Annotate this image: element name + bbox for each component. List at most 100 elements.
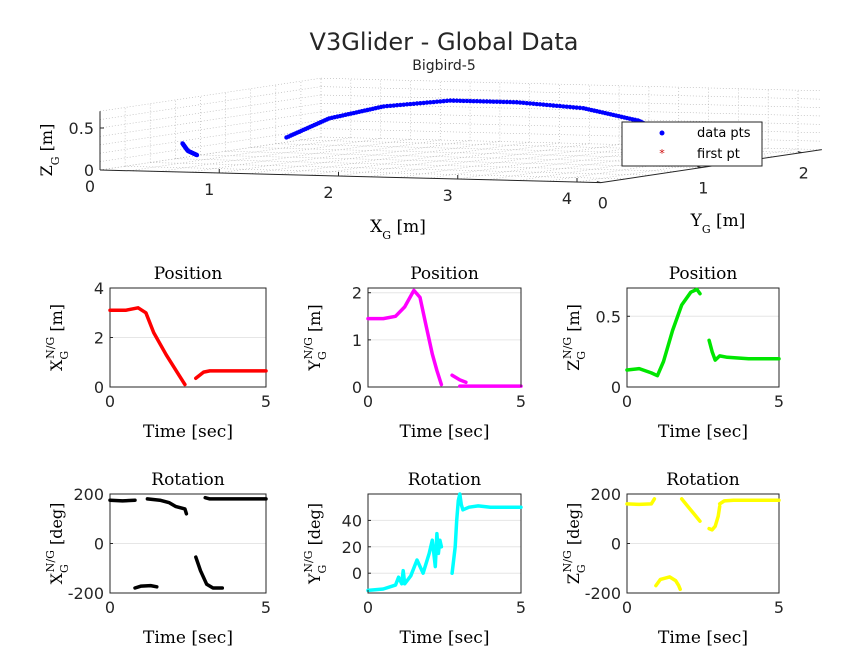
3d-x-axis-label: XG [m]: [370, 217, 426, 242]
3d-data-point: [554, 103, 559, 109]
3d-z-axis-label: ZG [m]: [37, 124, 62, 177]
legend-marker-first-pt: *: [659, 147, 665, 160]
y-tick-label: 0: [352, 378, 362, 397]
3d-data-point: [534, 101, 539, 107]
legend-marker-data-pts: [659, 130, 665, 136]
x-axis-label: Time [sec]: [143, 628, 233, 648]
axes-box: [626, 287, 780, 388]
subplot-title: Rotation: [408, 470, 482, 490]
3d-data-point: [494, 99, 500, 104]
3d-y-axis-label: YG [m]: [690, 211, 746, 236]
3d-data-point: [544, 102, 549, 108]
3d-x-tick-label: 0: [85, 177, 95, 196]
3d-data-point: [388, 103, 393, 109]
x-axis-label: Time [sec]: [400, 628, 490, 648]
y-tick-label: 0.5: [596, 307, 621, 326]
x-tick-label: 5: [516, 598, 526, 617]
3d-data-point: [431, 99, 436, 105]
axes-box: [367, 493, 522, 594]
3d-y-tick-label: 2: [799, 164, 809, 183]
x-tick-label: 0: [363, 392, 373, 411]
3d-data-point: [557, 103, 563, 109]
3d-data-point: [471, 98, 476, 104]
series-line: [108, 306, 187, 387]
y-tick-label: 200: [73, 485, 104, 504]
3d-data-point: [474, 99, 480, 104]
3d-data-point: [438, 99, 443, 104]
y-tick-label: 4: [94, 279, 104, 298]
y-axis-label: ZGN/G [m]: [561, 304, 588, 371]
3d-x-tick-label: 2: [323, 183, 333, 202]
3d-x-tick-label: 3: [443, 186, 453, 205]
subplot-title: Position: [410, 264, 479, 284]
3d-data-point: [501, 99, 506, 105]
3d-data-point: [454, 98, 460, 103]
series-line: [654, 575, 682, 592]
3d-z-tick-label: 0.5: [69, 119, 94, 138]
3d-data-point: [381, 104, 386, 109]
3d-data-point: [461, 98, 466, 104]
x-axis-label: Time [sec]: [658, 628, 748, 648]
3d-data-point: [428, 100, 433, 105]
series-line: [145, 497, 189, 516]
series-line: [133, 583, 159, 590]
3d-data-point: [541, 102, 546, 107]
y-axis-label: YGN/G [deg]: [302, 503, 329, 585]
x-tick-label: 5: [261, 392, 271, 411]
axes-box: [367, 287, 522, 388]
y-tick-label: -200: [585, 584, 621, 603]
legend-entry-data-pts: data pts: [697, 126, 751, 141]
series-line: [450, 373, 468, 385]
y-tick-label: 2: [94, 329, 104, 348]
series-line: [717, 498, 781, 506]
x-tick-label: 0: [363, 598, 373, 617]
series-line: [707, 504, 722, 532]
legend[interactable]: data pts * first pt: [621, 121, 763, 167]
3d-data-point: [478, 99, 483, 104]
3d-data-point: [424, 100, 430, 105]
3d-data-point: [484, 99, 490, 104]
3d-data-point: [441, 98, 446, 104]
legend-entry-first-pt: first pt: [697, 147, 740, 162]
3d-data-point: [384, 103, 390, 109]
y-tick-label: 20: [342, 538, 362, 557]
x-tick-label: 5: [774, 392, 784, 411]
3d-data-point: [531, 101, 536, 106]
y-tick-label: 0: [352, 564, 362, 583]
3d-data-point: [564, 104, 569, 109]
3d-y-tick-label: 0: [598, 194, 608, 213]
3d-data-point: [448, 98, 453, 103]
3d-data-point: [434, 99, 440, 104]
3d-x-tick-label: 4: [562, 189, 572, 208]
3d-data-point: [491, 99, 496, 104]
3d-tick-labels: 0 1 2 3 4 0 1 2 0 0.5: [69, 119, 809, 213]
3d-data-point: [414, 101, 420, 106]
3d-data-point: [497, 99, 503, 105]
subplot-title: Position: [669, 264, 738, 284]
3d-data-point: [551, 103, 556, 108]
y-tick-label: 0: [611, 535, 621, 554]
3d-data-point: [458, 98, 463, 104]
subplot-grid: 0 5 0 2 4 Position Time [sec] XGN/G [m] 0 5 0 1 2 Pos…: [44, 264, 784, 648]
x-tick-label: 5: [774, 598, 784, 617]
chart-rot_y: 0 5 0 20 40 Rotation Time [sec] YGN/G [deg]: [302, 470, 526, 648]
3d-data-point: [394, 103, 400, 108]
3d-data-point: [524, 100, 529, 106]
3d-data-point: [421, 100, 426, 106]
3d-data-point: [537, 102, 543, 107]
3d-data-point: [398, 102, 403, 108]
subplot-title: Position: [154, 264, 223, 284]
series-line: [450, 492, 523, 575]
y-axis-label: XGN/G [m]: [44, 304, 71, 371]
3d-data-point: [401, 102, 406, 107]
series-line: [194, 369, 268, 381]
x-tick-label: 0: [622, 598, 632, 617]
3d-data-point: [507, 99, 513, 105]
3d-data-point: [404, 102, 410, 107]
3d-data-point: [547, 103, 553, 108]
3d-data-point: [464, 98, 470, 104]
x-axis-label: Time [sec]: [658, 422, 748, 442]
